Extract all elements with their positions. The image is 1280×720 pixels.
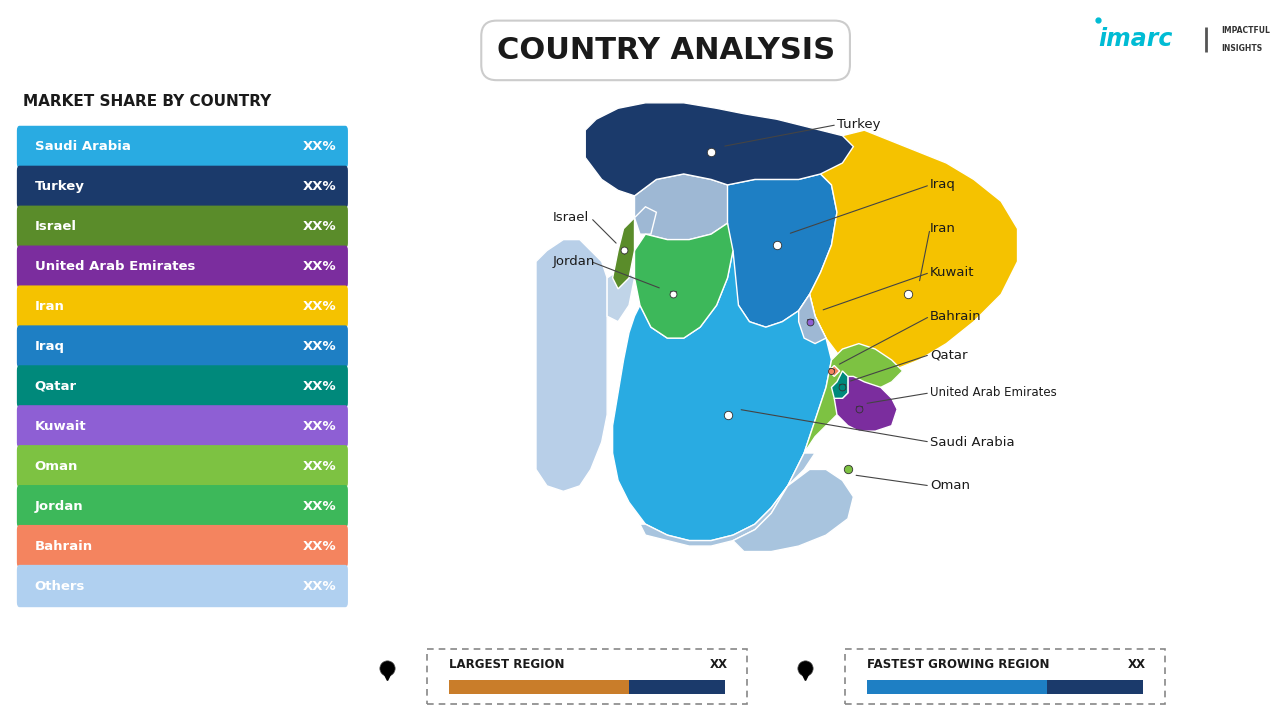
FancyBboxPatch shape xyxy=(428,649,748,704)
Bar xyxy=(628,680,724,694)
Text: XX%: XX% xyxy=(303,180,337,194)
Polygon shape xyxy=(832,371,847,398)
Polygon shape xyxy=(727,174,837,327)
FancyBboxPatch shape xyxy=(17,166,348,208)
Polygon shape xyxy=(835,377,897,431)
Text: United Arab Emirates: United Arab Emirates xyxy=(931,387,1057,400)
Polygon shape xyxy=(809,130,1018,371)
Text: XX%: XX% xyxy=(303,580,337,593)
Polygon shape xyxy=(733,469,854,552)
Text: Turkey: Turkey xyxy=(35,180,84,194)
FancyBboxPatch shape xyxy=(17,206,348,248)
Polygon shape xyxy=(635,207,657,234)
Text: Kuwait: Kuwait xyxy=(35,420,87,433)
Text: Oman: Oman xyxy=(35,460,78,473)
Text: XX: XX xyxy=(1128,658,1146,671)
FancyBboxPatch shape xyxy=(845,649,1166,704)
Text: XX%: XX% xyxy=(303,340,337,353)
Text: XX%: XX% xyxy=(303,260,337,273)
Polygon shape xyxy=(635,223,733,338)
Text: Iran: Iran xyxy=(931,222,956,235)
Text: XX%: XX% xyxy=(303,300,337,313)
Polygon shape xyxy=(607,267,635,322)
Polygon shape xyxy=(804,343,902,453)
Text: Saudi Arabia: Saudi Arabia xyxy=(35,140,131,153)
Text: United Arab Emirates: United Arab Emirates xyxy=(35,260,196,273)
Text: Oman: Oman xyxy=(931,480,970,492)
FancyBboxPatch shape xyxy=(17,525,348,567)
Text: LARGEST REGION: LARGEST REGION xyxy=(449,658,564,671)
Text: IMPACTFUL: IMPACTFUL xyxy=(1221,26,1270,35)
Text: Jordan: Jordan xyxy=(35,500,83,513)
Text: XX%: XX% xyxy=(303,220,337,233)
Text: Others: Others xyxy=(35,580,86,593)
Text: Iran: Iran xyxy=(35,300,65,313)
Text: Iraq: Iraq xyxy=(35,340,65,353)
Polygon shape xyxy=(799,294,826,343)
Polygon shape xyxy=(640,453,815,546)
Text: XX: XX xyxy=(709,658,728,671)
FancyBboxPatch shape xyxy=(17,126,348,168)
Text: FASTEST GROWING REGION: FASTEST GROWING REGION xyxy=(868,658,1050,671)
Polygon shape xyxy=(635,174,733,240)
Text: XX%: XX% xyxy=(303,460,337,473)
Text: XX%: XX% xyxy=(303,539,337,553)
Text: XX%: XX% xyxy=(303,420,337,433)
Text: Jordan: Jordan xyxy=(553,255,595,268)
Text: Qatar: Qatar xyxy=(35,380,77,393)
Polygon shape xyxy=(828,366,840,377)
Polygon shape xyxy=(613,251,832,541)
Polygon shape xyxy=(585,103,854,196)
Text: COUNTRY ANALYSIS: COUNTRY ANALYSIS xyxy=(497,36,835,65)
Text: Israel: Israel xyxy=(35,220,77,233)
FancyBboxPatch shape xyxy=(17,485,348,527)
Polygon shape xyxy=(613,217,635,289)
Bar xyxy=(449,680,628,694)
Text: XX%: XX% xyxy=(303,380,337,393)
Text: imarc: imarc xyxy=(1098,27,1172,51)
Text: Saudi Arabia: Saudi Arabia xyxy=(931,436,1015,449)
Polygon shape xyxy=(536,240,607,491)
FancyBboxPatch shape xyxy=(17,285,348,328)
Bar xyxy=(1047,680,1143,694)
FancyBboxPatch shape xyxy=(17,565,348,607)
Text: XX%: XX% xyxy=(303,500,337,513)
Text: Israel: Israel xyxy=(553,211,589,224)
FancyBboxPatch shape xyxy=(17,405,348,448)
Text: Kuwait: Kuwait xyxy=(931,266,974,279)
Text: Bahrain: Bahrain xyxy=(35,539,93,553)
FancyBboxPatch shape xyxy=(17,445,348,487)
Text: Qatar: Qatar xyxy=(931,348,968,361)
FancyBboxPatch shape xyxy=(17,365,348,408)
Text: XX%: XX% xyxy=(303,140,337,153)
Text: INSIGHTS: INSIGHTS xyxy=(1221,44,1262,53)
Bar xyxy=(868,680,1047,694)
Text: Iraq: Iraq xyxy=(931,179,956,192)
FancyBboxPatch shape xyxy=(17,325,348,368)
Text: MARKET SHARE BY COUNTRY: MARKET SHARE BY COUNTRY xyxy=(23,94,271,109)
Text: Bahrain: Bahrain xyxy=(931,310,982,323)
Text: Turkey: Turkey xyxy=(837,118,881,131)
FancyBboxPatch shape xyxy=(17,246,348,288)
